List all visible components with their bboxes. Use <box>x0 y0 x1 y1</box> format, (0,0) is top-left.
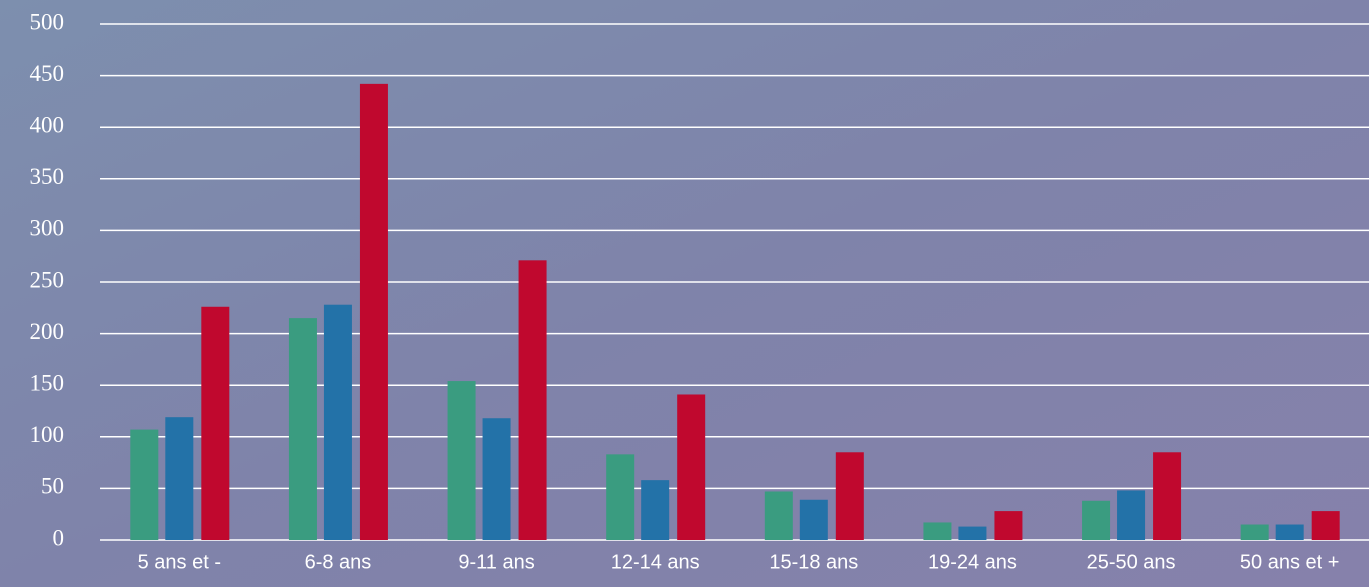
bar <box>606 454 635 540</box>
x-tick-label: 9-11 ans <box>458 551 534 573</box>
y-tick-label: 100 <box>30 422 65 447</box>
y-tick-label: 0 <box>53 525 65 550</box>
x-tick-label: 5 ans et - <box>138 551 221 573</box>
bar <box>1240 524 1269 540</box>
bar <box>165 417 194 540</box>
bar <box>641 480 670 540</box>
bar <box>359 83 388 540</box>
bar <box>201 306 230 540</box>
bar <box>288 318 317 540</box>
bar <box>1082 500 1111 540</box>
bar <box>994 511 1023 540</box>
y-tick-label: 500 <box>30 9 65 34</box>
x-tick-label: 50 ans et + <box>1240 551 1340 573</box>
x-tick-label: 19-24 ans <box>928 551 1017 573</box>
bar <box>923 522 952 540</box>
bar <box>130 429 159 540</box>
bar <box>958 526 987 540</box>
bar <box>447 381 476 540</box>
x-tick-label: 15-18 ans <box>769 551 858 573</box>
bar <box>677 394 706 540</box>
bar <box>1153 452 1182 540</box>
bar <box>799 499 828 540</box>
y-tick-label: 300 <box>30 216 65 241</box>
bar <box>1275 524 1304 540</box>
bar <box>1311 511 1340 540</box>
y-tick-label: 150 <box>30 370 65 395</box>
x-tick-label: 12-14 ans <box>611 551 700 573</box>
bar <box>323 304 352 540</box>
bar <box>1117 490 1146 540</box>
y-tick-label: 200 <box>30 319 65 344</box>
x-tick-label: 25-50 ans <box>1087 551 1176 573</box>
x-tick-label: 6-8 ans <box>305 551 372 573</box>
y-tick-label: 50 <box>41 474 64 499</box>
y-tick-label: 250 <box>30 267 65 292</box>
bar <box>835 452 864 540</box>
y-tick-label: 350 <box>30 164 65 189</box>
bar <box>482 418 511 540</box>
bar <box>764 491 793 540</box>
y-tick-label: 400 <box>30 112 65 137</box>
bar <box>518 260 547 540</box>
y-tick-label: 450 <box>30 61 65 86</box>
